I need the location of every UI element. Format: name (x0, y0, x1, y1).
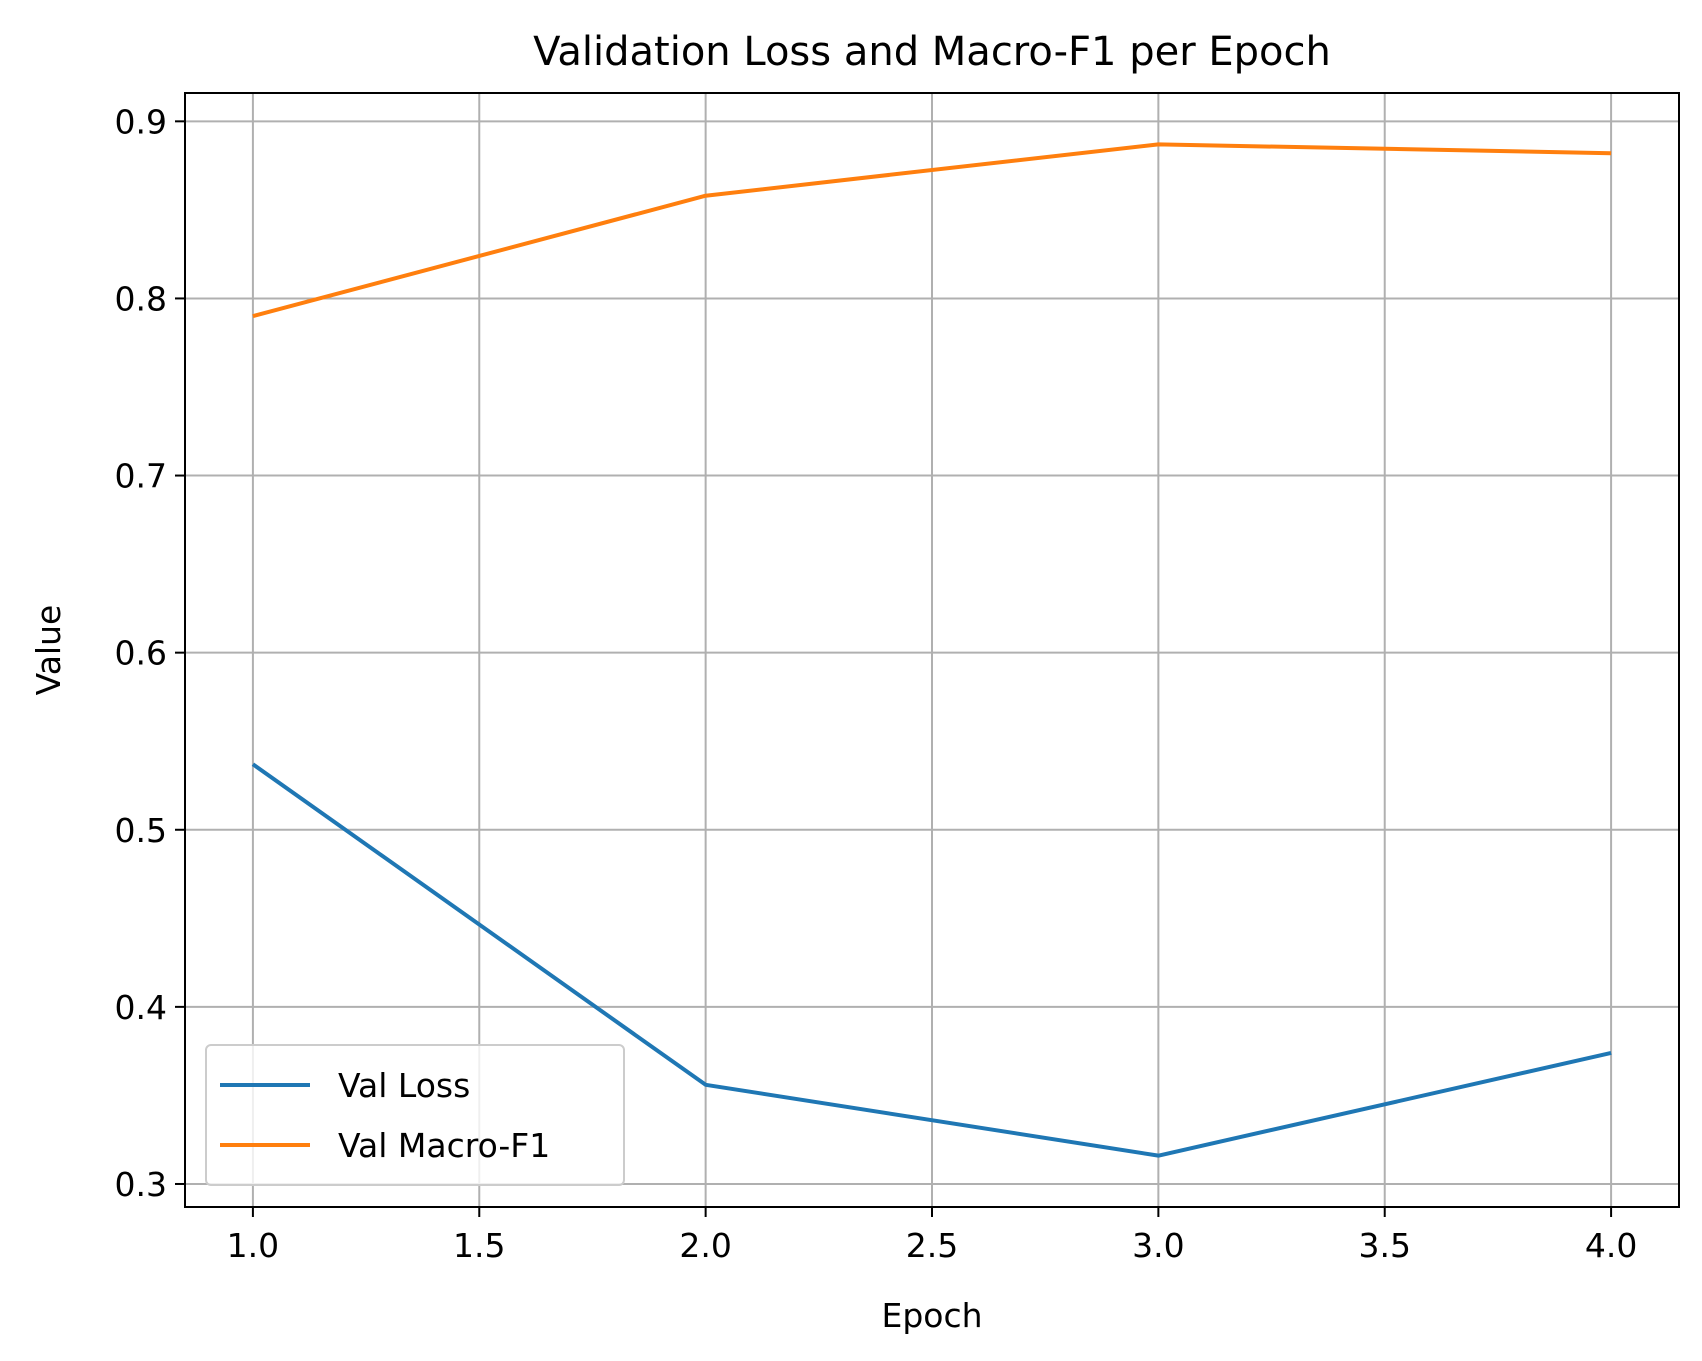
legend-label-val-macro-f1: Val Macro-F1 (338, 1126, 550, 1165)
x-tick-label: 3.0 (1132, 1226, 1184, 1265)
x-tick-label: 1.5 (453, 1226, 505, 1265)
y-tick-label: 0.8 (115, 279, 167, 318)
x-tick-label: 1.0 (227, 1226, 279, 1265)
y-axis-label: Value (29, 605, 68, 696)
y-tick-label: 0.3 (115, 1165, 167, 1204)
series-layer (251, 142, 1612, 1158)
x-axis-label: Epoch (881, 1296, 982, 1335)
y-tick-label: 0.7 (115, 457, 167, 496)
legend: Val Loss Val Macro-F1 (205, 1044, 625, 1186)
legend-box (205, 1044, 625, 1186)
y-tick-label: 0.5 (115, 811, 167, 850)
chart-title: Validation Loss and Macro-F1 per Epoch (533, 29, 1331, 75)
y-tick-label: 0.9 (115, 102, 167, 141)
x-tick-label: 4.0 (1585, 1226, 1637, 1265)
x-tick-label: 2.5 (906, 1226, 958, 1265)
series-line-val-loss (251, 762, 1612, 1158)
x-tick-label: 3.5 (1358, 1226, 1410, 1265)
legend-label-val-loss: Val Loss (338, 1066, 470, 1105)
x-tick-label: 2.0 (679, 1226, 731, 1265)
y-tick-label: 0.6 (115, 634, 167, 673)
series-line-val-macro-f1 (252, 142, 1612, 319)
ticks: 1.0 1.5 2.0 2.5 3.0 3.5 4.0 0.3 0.4 0.5 0.6 0.7 0.8 0… (115, 102, 1638, 1265)
y-tick-label: 0.4 (115, 988, 167, 1027)
